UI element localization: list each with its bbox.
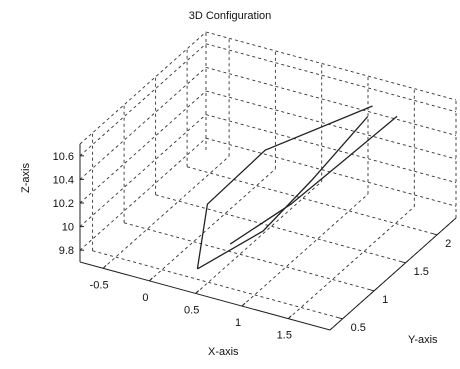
x-tick-label: 1 <box>235 317 241 329</box>
grid-line <box>79 43 207 157</box>
grid-line <box>149 168 276 282</box>
x-tick-label: 0 <box>142 292 148 304</box>
tick-labels: -0.5 0 0.5 1 1.5 0.5 1 1.5 2 9.8 10 10.2 10.4 10.6 <box>53 151 452 342</box>
y-tick-mark <box>369 289 375 292</box>
x-tick-label: 1.5 <box>277 330 292 342</box>
grid-line <box>205 137 457 207</box>
axes <box>79 144 457 331</box>
series-line-3 <box>229 115 398 245</box>
z-tick-label: 10.2 <box>53 198 74 210</box>
grid-line <box>123 222 375 292</box>
z-axis-label: Z-axis <box>20 163 32 193</box>
grid-line <box>205 43 457 113</box>
grid-line <box>79 67 207 180</box>
grid-line <box>195 181 322 294</box>
y-tick-label: 0.5 <box>351 322 366 334</box>
x-tick-label: 0.5 <box>184 305 199 317</box>
y-axis-line <box>329 217 457 331</box>
z-tick-label: 10.4 <box>53 174 74 186</box>
grid-line <box>102 155 230 269</box>
chart-title: 3D Configuration <box>188 10 272 22</box>
y-axis-label: Y-axis <box>408 334 438 346</box>
z-tick-label: 10 <box>62 222 74 234</box>
grid-line <box>79 114 207 227</box>
grid-line <box>92 250 343 320</box>
y-tick-mark <box>401 261 406 264</box>
series-line-1 <box>196 105 373 269</box>
grid-line <box>288 206 415 320</box>
x-axis-label: X-axis <box>208 346 239 358</box>
x-axis-line <box>79 261 331 331</box>
grid-line <box>241 193 369 307</box>
series-lines <box>196 105 398 270</box>
y-tick-label: 1.5 <box>414 266 429 278</box>
y-tick-mark <box>432 233 438 236</box>
z-tick-label: 10.6 <box>53 151 74 163</box>
grid-line <box>155 194 406 264</box>
y-tick-label: 2 <box>445 238 451 250</box>
box-edge <box>79 31 207 145</box>
x-tick-label: -0.5 <box>90 279 109 291</box>
x-tick-mark <box>102 264 107 269</box>
grid <box>79 31 457 331</box>
grid-line <box>186 166 438 236</box>
grid-line <box>205 66 457 136</box>
y-tick-label: 1 <box>382 294 388 306</box>
x-tick-mark <box>287 315 292 320</box>
grid-line <box>205 114 457 184</box>
box-edge <box>205 31 457 101</box>
z-tick-label: 9.8 <box>59 245 74 257</box>
x-tick-mark <box>241 302 246 307</box>
grid-line <box>79 90 207 204</box>
x-tick-mark <box>195 290 200 294</box>
grid-line <box>205 90 457 160</box>
grid-line <box>79 137 207 251</box>
x-tick-mark <box>149 277 153 282</box>
y-tick-mark <box>338 317 343 320</box>
